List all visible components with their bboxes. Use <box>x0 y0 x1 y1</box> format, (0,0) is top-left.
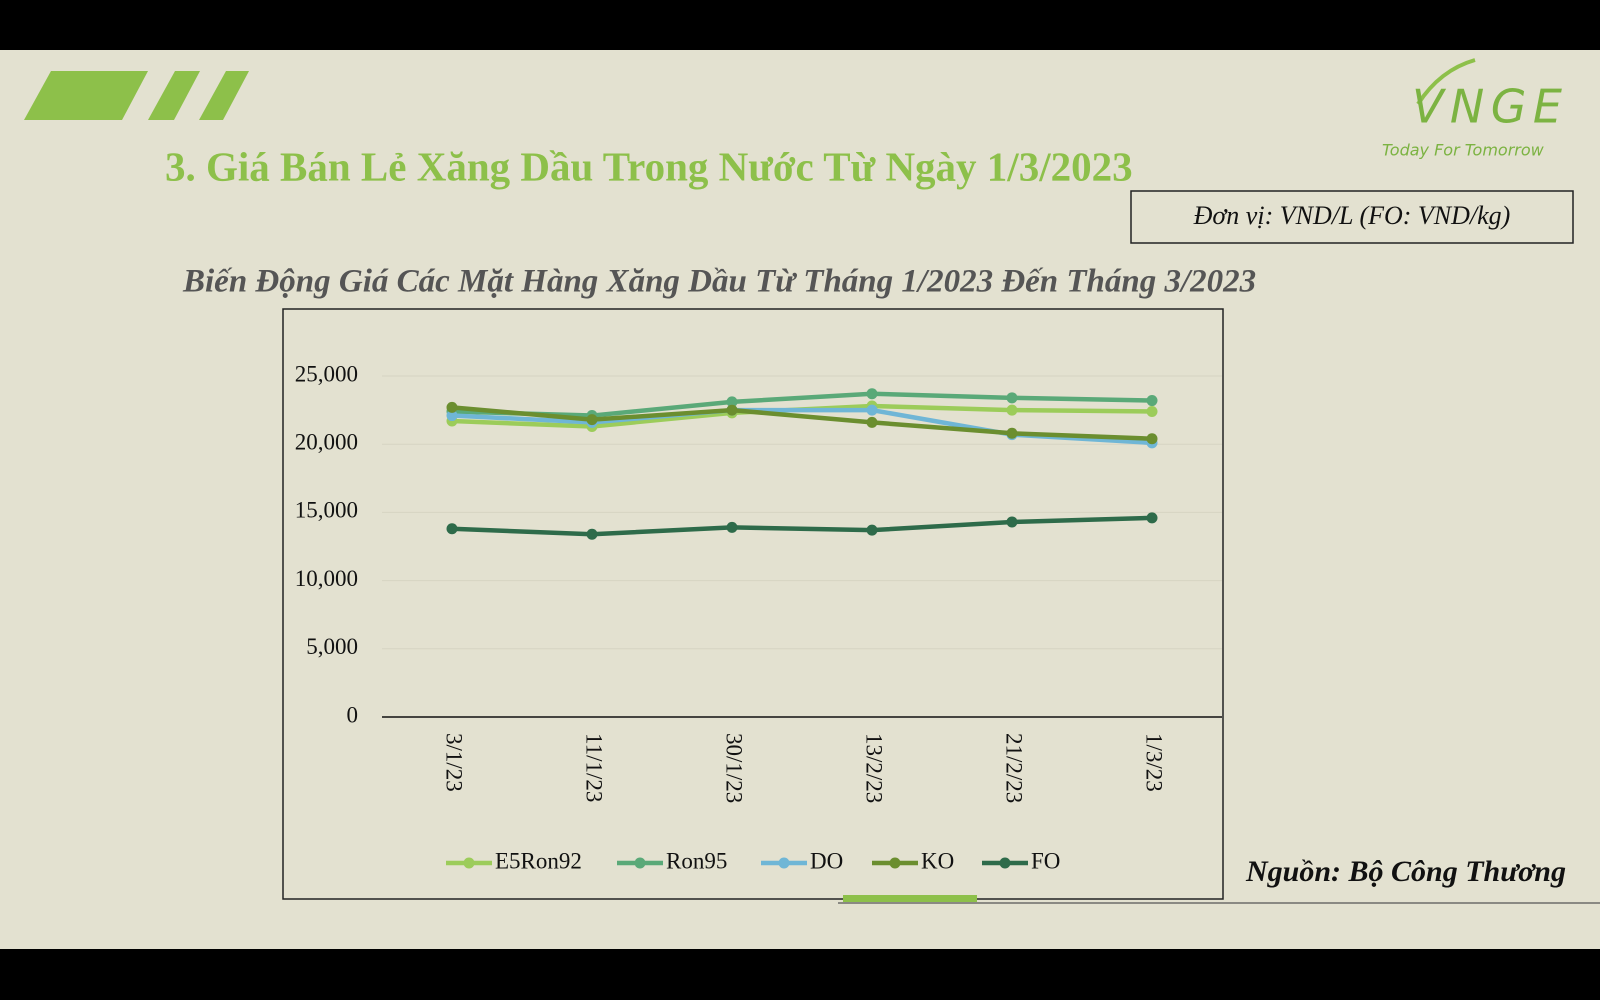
logo-swoosh <box>1416 58 1476 106</box>
data-point <box>866 388 878 400</box>
y-tick-label: 20,000 <box>295 429 358 454</box>
data-point <box>1006 392 1018 404</box>
unit-note: Đơn vị: VND/L (FO: VND/kg) <box>1193 201 1511 230</box>
y-tick-label: 10,000 <box>295 566 358 591</box>
legend-marker <box>999 857 1011 869</box>
data-point <box>866 416 878 428</box>
y-tick-label: 25,000 <box>295 361 358 386</box>
logo-slogan: Today For Tomorrow <box>1382 141 1545 160</box>
chart-frame <box>282 308 1224 900</box>
data-point <box>1146 512 1158 524</box>
data-point <box>1146 395 1158 407</box>
y-tick-label: 15,000 <box>295 498 358 523</box>
data-point <box>726 521 738 533</box>
legend-label: E5Ron92 <box>495 848 582 873</box>
x-tick-label: 1/3/23 <box>1142 733 1167 792</box>
data-point <box>1146 405 1158 417</box>
data-point <box>446 401 458 413</box>
data-point <box>1146 433 1158 445</box>
decor-stripe <box>148 71 200 120</box>
data-point <box>1006 516 1018 528</box>
legend-marker <box>778 857 790 869</box>
legend-label: DO <box>810 848 843 873</box>
legend-marker <box>634 857 646 869</box>
series-line <box>451 515 1153 537</box>
slide-title: 3. Giá Bán Lẻ Xăng Dầu Trong Nước Từ Ngà… <box>165 143 1133 189</box>
legend-marker <box>889 857 901 869</box>
data-point <box>586 414 598 426</box>
decor-bar <box>843 895 977 902</box>
chart-title: Biến Động Giá Các Mặt Hàng Xăng Dầu Từ T… <box>182 264 1256 300</box>
data-point <box>1006 427 1018 439</box>
legend-label: FO <box>1031 848 1060 873</box>
x-tick-label: 21/2/23 <box>1002 733 1027 803</box>
data-point <box>446 410 458 422</box>
series-line <box>451 405 1153 441</box>
y-tick-label: 0 <box>347 702 359 727</box>
x-tick-label: 11/1/23 <box>582 733 607 802</box>
data-point <box>866 524 878 536</box>
data-point <box>726 404 738 416</box>
unit-box <box>1130 190 1574 244</box>
legend-marker <box>463 857 475 869</box>
source-note: Nguồn: Bộ Công Thương <box>1245 855 1566 888</box>
x-tick-label: 13/2/23 <box>862 733 887 803</box>
x-tick-label: 3/1/23 <box>442 733 467 792</box>
data-point <box>726 396 738 408</box>
decor-stripe <box>199 71 249 120</box>
data-point <box>446 523 458 535</box>
y-tick-label: 5,000 <box>306 634 358 659</box>
x-tick-label: 30/1/23 <box>722 733 747 803</box>
legend-label: KO <box>921 848 954 873</box>
legend-label: Ron95 <box>666 848 727 873</box>
slide-background <box>0 50 1600 949</box>
data-point <box>1006 404 1018 416</box>
series-line <box>451 391 1153 418</box>
data-point <box>586 528 598 540</box>
decor-stripe <box>24 71 148 120</box>
data-point <box>866 404 878 416</box>
